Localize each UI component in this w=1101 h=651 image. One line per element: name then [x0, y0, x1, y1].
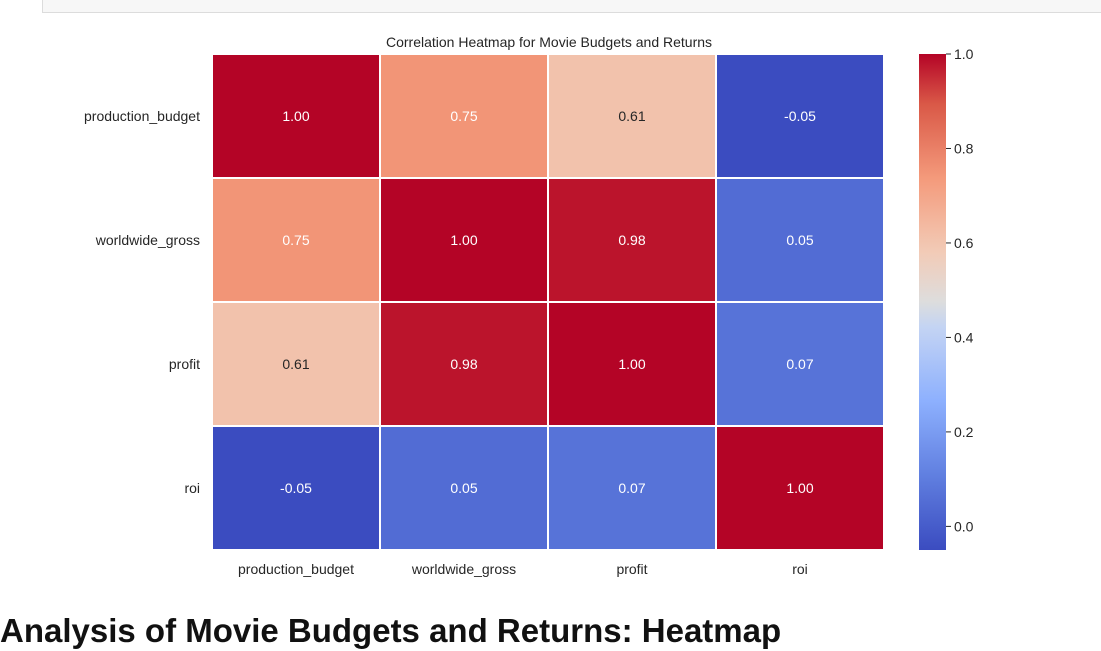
x-tick-labels: production_budget worldwide_gross profit ro…	[238, 561, 808, 577]
heatmap-cell	[717, 55, 883, 177]
cell-annotation: 0.98	[618, 232, 645, 248]
heatmap-cells: 1.00 0.75 0.61 -0.05 0.75 1.00 0.98 0.05 0.61 0.9…	[213, 55, 883, 549]
cell-annotation: 0.07	[786, 356, 813, 372]
notebook-cell-strip	[42, 0, 1101, 13]
cell-annotation: 0.61	[282, 356, 309, 372]
heatmap-cell	[549, 303, 715, 425]
cell-annotation: 0.61	[618, 108, 645, 124]
cell-annotation: 0.75	[282, 232, 309, 248]
cell-annotation: -0.05	[280, 480, 312, 496]
colorbar-tick-label: 0.6	[954, 235, 974, 251]
heatmap-cell	[717, 303, 883, 425]
heatmap-cell	[381, 179, 547, 301]
cell-annotation: 0.75	[450, 108, 477, 124]
heatmap-cell	[717, 179, 883, 301]
colorbar-tick-label: 0.0	[954, 518, 974, 534]
heatmap-cell	[213, 179, 379, 301]
heatmap-cell	[717, 427, 883, 549]
x-tick-label: worldwide_gross	[411, 561, 516, 577]
cell-annotation: 0.07	[618, 480, 645, 496]
heatmap-cell	[381, 427, 547, 549]
x-tick-label: profit	[616, 561, 647, 577]
cell-annotation: 1.00	[618, 356, 645, 372]
cell-annotation: 0.05	[450, 480, 477, 496]
heatmap-cell	[549, 179, 715, 301]
colorbar-tick-label: 0.2	[954, 424, 974, 440]
heatmap-cell	[213, 55, 379, 177]
x-tick-label: production_budget	[238, 561, 354, 577]
heatmap-cell	[381, 55, 547, 177]
heatmap-cell	[549, 55, 715, 177]
heatmap-cell	[381, 303, 547, 425]
cell-annotation: 1.00	[450, 232, 477, 248]
colorbar-tick-label: 0.4	[954, 329, 974, 345]
colorbar-gradient	[919, 54, 946, 550]
cell-annotation: 0.05	[786, 232, 813, 248]
x-tick-label: roi	[792, 561, 808, 577]
y-tick-label: production_budget	[84, 108, 200, 124]
chart-title: Correlation Heatmap for Movie Budgets an…	[386, 34, 712, 50]
cell-annotation: 1.00	[282, 108, 309, 124]
cell-annotation: -0.05	[784, 108, 816, 124]
correlation-heatmap-figure: Correlation Heatmap for Movie Budgets an…	[84, 34, 974, 577]
heatmap-cell	[213, 303, 379, 425]
colorbar-tick-label: 1.0	[954, 46, 974, 62]
cell-annotation: 1.00	[786, 480, 813, 496]
heatmap-cell	[549, 427, 715, 549]
y-tick-label: roi	[184, 480, 200, 496]
heatmap-cell	[213, 427, 379, 549]
section-heading: Analysis of Movie Budgets and Returns: H…	[0, 612, 782, 649]
y-tick-label: worldwide_gross	[95, 232, 200, 248]
colorbar: 0.0 0.2 0.4 0.6 0.8 1.0	[919, 46, 974, 550]
colorbar-tick-label: 0.8	[954, 140, 974, 156]
y-tick-label: profit	[169, 356, 200, 372]
cell-annotation: 0.98	[450, 356, 477, 372]
